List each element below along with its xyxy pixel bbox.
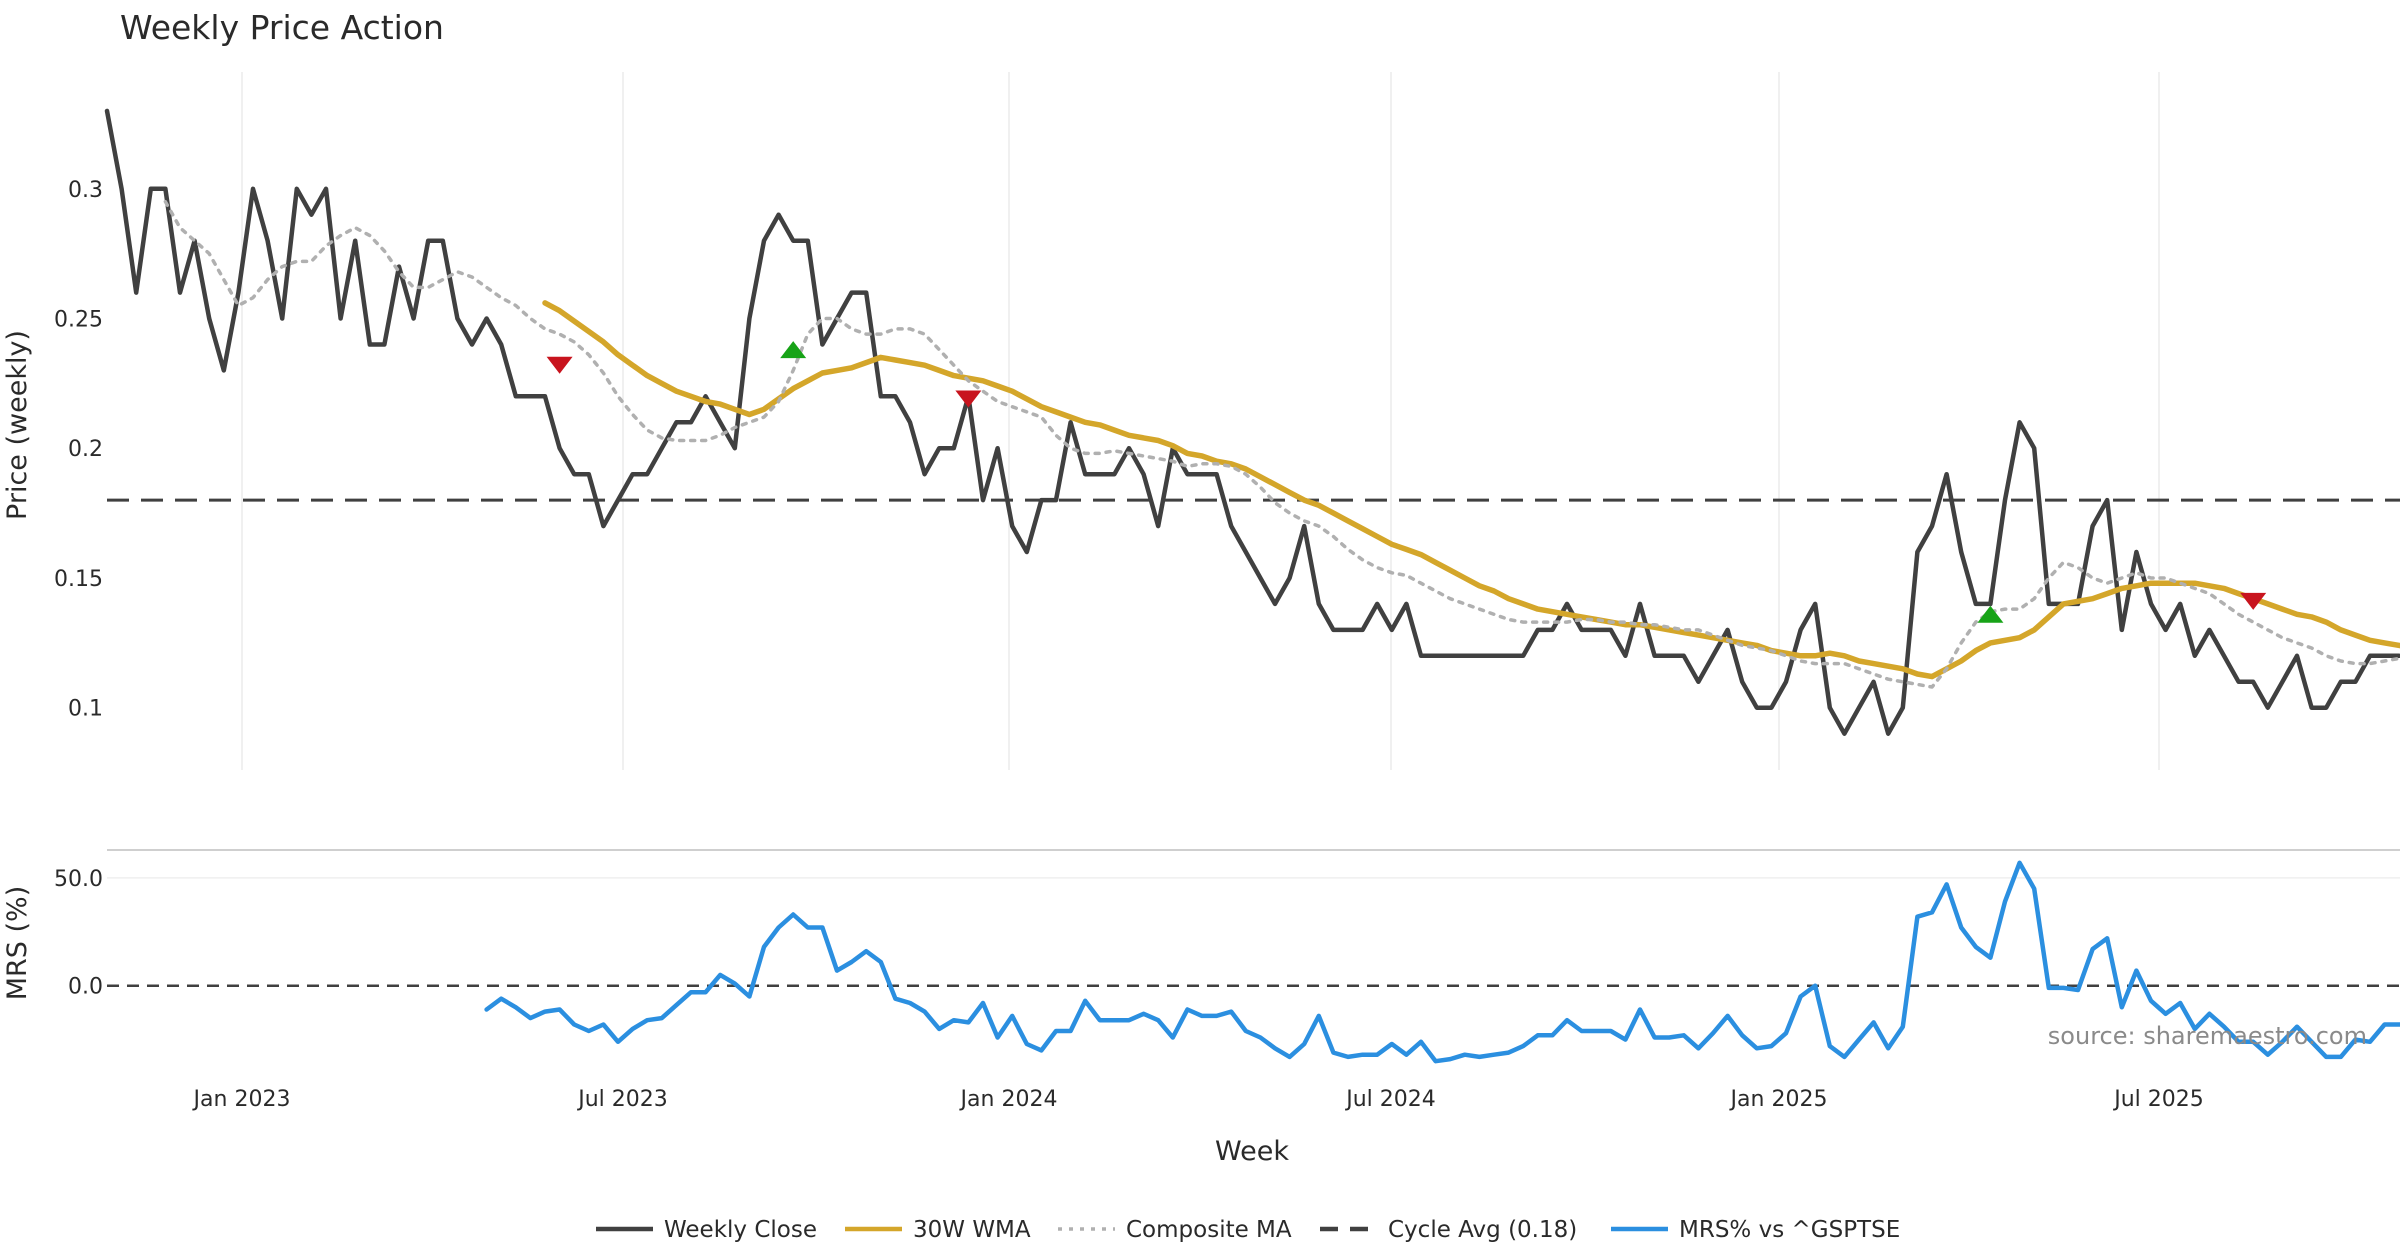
legend-label: Cycle Avg (0.18) <box>1388 1217 1577 1243</box>
series-layer <box>104 108 2400 1064</box>
x-tick-label: Jul 2025 <box>2112 1087 2204 1112</box>
weekly-close-line <box>104 108 2400 736</box>
legend-item-weekly-close: Weekly Close <box>596 1217 817 1243</box>
x-tick-label: Jul 2023 <box>576 1087 668 1112</box>
composite-ma-line <box>163 199 2400 689</box>
x-axis-title: Week <box>1215 1136 1289 1167</box>
price-y-tick-label: 0.15 <box>54 567 103 592</box>
x-tick-label: Jul 2024 <box>1344 1087 1436 1112</box>
sell-signal-marker <box>2240 592 2267 610</box>
buy-signal-marker <box>1977 605 2004 623</box>
price-y-tick-label: 0.25 <box>54 308 103 333</box>
x-tick-label: Jan 2025 <box>1729 1087 1828 1112</box>
grid-layer <box>107 72 2400 879</box>
signal-markers <box>546 341 2267 623</box>
buy-signal-marker <box>780 341 807 359</box>
legend-item-30w-wma: 30W WMA <box>845 1217 1031 1243</box>
legend-label: Composite MA <box>1126 1217 1292 1243</box>
legend: Weekly Close 30W WMA Composite MA Cycle Avg… <box>596 1217 1900 1243</box>
price-y-tick-label: 0.1 <box>68 697 103 722</box>
legend-label: MRS% vs ^GSPTSE <box>1679 1217 1900 1243</box>
sell-signal-marker <box>955 390 982 408</box>
chart-title: Weekly Price Action <box>120 8 444 47</box>
legend-item-composite-ma: Composite MA <box>1058 1217 1292 1243</box>
x-tick-label: Jan 2024 <box>959 1087 1058 1112</box>
legend-label: Weekly Close <box>664 1217 817 1243</box>
mrs-y-tick-label: 0.0 <box>68 975 103 1000</box>
mrs-line <box>484 860 2400 1064</box>
price-y-tick-label: 0.3 <box>68 178 103 203</box>
price-y-tick-label: 0.2 <box>68 437 103 462</box>
reference-lines <box>107 498 2400 987</box>
tick-labels: 0.1 0.15 0.2 0.25 0.3 0.0 50.0 Jan 2023 Jul 2023… <box>54 178 2204 1112</box>
sell-signal-marker <box>546 356 573 374</box>
x-tick-label: Jan 2023 <box>192 1087 291 1112</box>
price-y-axis-title: Price (weekly) <box>2 330 33 520</box>
legend-item-cycle-avg-0-18: Cycle Avg (0.18) <box>1320 1217 1577 1243</box>
mrs-y-tick-label: 50.0 <box>54 867 103 892</box>
30w-wma-line <box>542 300 2400 680</box>
legend-item-mrs-vs-gsptse: MRS% vs ^GSPTSE <box>1611 1217 1900 1243</box>
legend-label: 30W WMA <box>913 1217 1031 1243</box>
source-label: source: sharemaestro.com <box>2048 1022 2367 1050</box>
mrs-y-axis-title: MRS (%) <box>2 886 33 1001</box>
